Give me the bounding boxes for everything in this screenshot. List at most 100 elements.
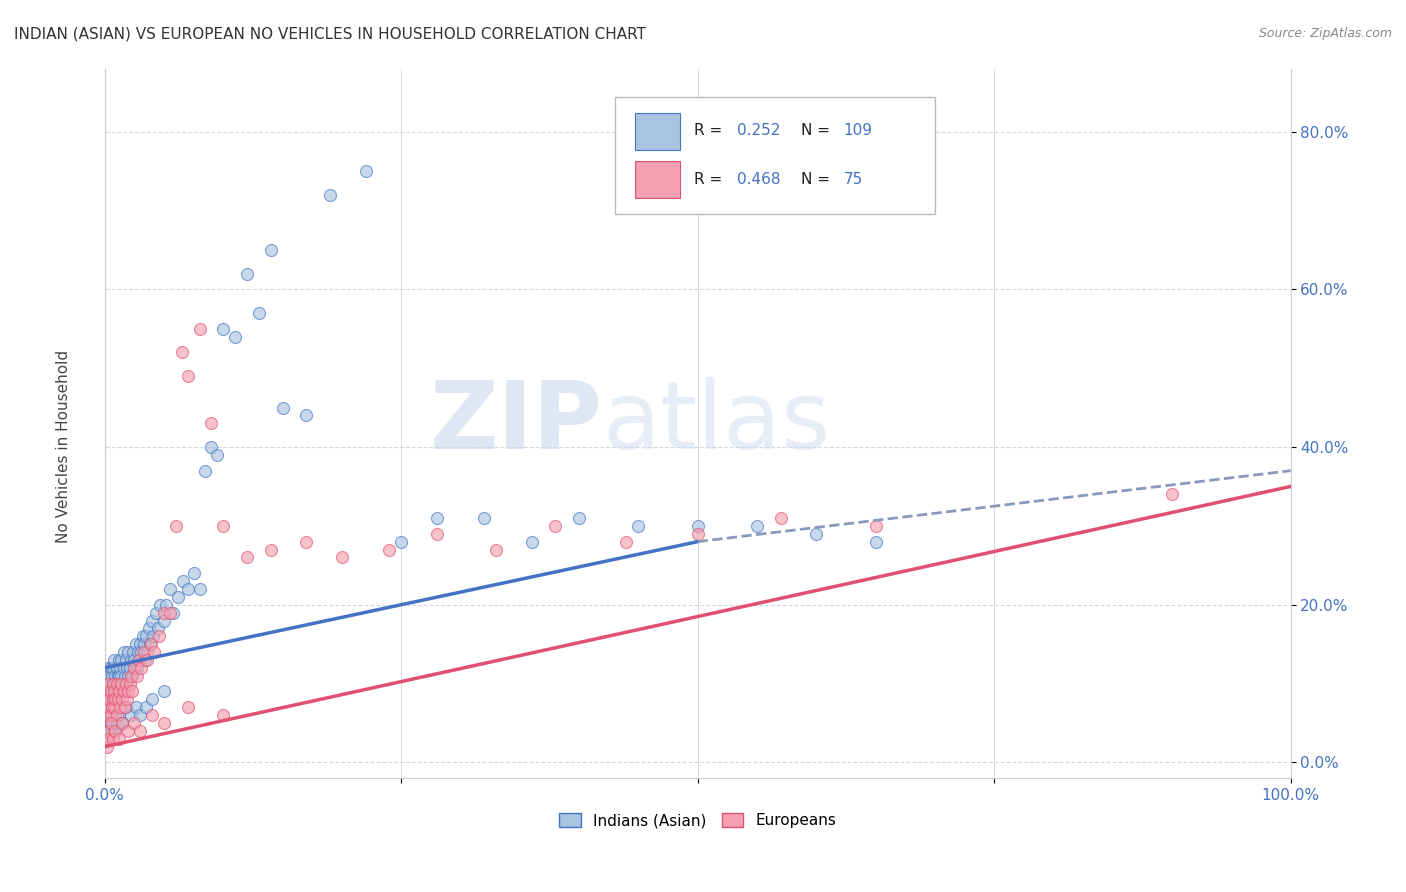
Bar xyxy=(634,161,681,198)
Point xyxy=(104,676,127,690)
Point xyxy=(124,700,146,714)
Point xyxy=(104,723,127,738)
Point xyxy=(131,629,153,643)
Point xyxy=(96,684,118,698)
Point xyxy=(94,676,117,690)
Point xyxy=(110,653,132,667)
Point xyxy=(138,621,160,635)
Point xyxy=(865,519,887,533)
Point xyxy=(616,534,638,549)
Point xyxy=(120,669,142,683)
Point xyxy=(146,621,169,635)
Point xyxy=(141,614,163,628)
Point xyxy=(141,692,163,706)
Point xyxy=(110,676,132,690)
Point xyxy=(101,731,124,746)
Point xyxy=(117,723,139,738)
Text: N =: N = xyxy=(801,172,835,186)
Point xyxy=(97,676,120,690)
Point xyxy=(212,708,235,723)
Point xyxy=(98,676,121,690)
Point xyxy=(153,716,176,731)
Legend: Indians (Asian), Europeans: Indians (Asian), Europeans xyxy=(553,807,842,834)
Point xyxy=(132,645,155,659)
Point xyxy=(188,582,211,596)
Point xyxy=(145,606,167,620)
Point xyxy=(115,661,138,675)
Point xyxy=(330,550,353,565)
Text: 0.252: 0.252 xyxy=(737,123,780,138)
Point xyxy=(97,661,120,675)
Point xyxy=(121,669,143,683)
Point xyxy=(131,661,153,675)
Text: 109: 109 xyxy=(844,123,873,138)
Point xyxy=(176,369,198,384)
Text: 75: 75 xyxy=(844,172,863,186)
Point xyxy=(176,700,198,714)
Point xyxy=(472,511,495,525)
Point xyxy=(101,700,124,714)
Point xyxy=(100,708,122,723)
Point xyxy=(96,708,118,723)
Point xyxy=(136,645,159,659)
Point xyxy=(100,684,122,698)
Point xyxy=(236,267,259,281)
Point xyxy=(167,590,190,604)
Point xyxy=(124,661,146,675)
Point xyxy=(125,661,148,675)
Point xyxy=(100,716,122,731)
Point xyxy=(139,637,162,651)
Point xyxy=(100,684,122,698)
Point xyxy=(105,684,128,698)
Point xyxy=(176,582,198,596)
Point xyxy=(378,542,401,557)
Point xyxy=(295,409,318,423)
Point xyxy=(769,511,792,525)
Point xyxy=(141,708,163,723)
Point xyxy=(103,684,125,698)
Point xyxy=(94,731,117,746)
Point xyxy=(105,716,128,731)
Point xyxy=(107,692,129,706)
Point xyxy=(97,692,120,706)
Point xyxy=(260,542,283,557)
Point xyxy=(100,716,122,731)
Point xyxy=(96,669,118,683)
Point xyxy=(105,708,128,723)
Point xyxy=(212,519,235,533)
Point xyxy=(159,606,181,620)
Point xyxy=(115,676,138,690)
Point xyxy=(120,708,142,723)
Point xyxy=(260,243,283,257)
Point xyxy=(212,322,235,336)
Point xyxy=(1161,487,1184,501)
Point xyxy=(104,708,127,723)
Point xyxy=(170,345,193,359)
Point xyxy=(544,519,567,533)
Point xyxy=(115,653,138,667)
Point xyxy=(136,653,159,667)
Point xyxy=(101,723,124,738)
Point xyxy=(98,669,121,683)
Point xyxy=(135,629,157,643)
Point xyxy=(389,534,412,549)
Point xyxy=(115,676,138,690)
Point xyxy=(101,661,124,675)
Text: N =: N = xyxy=(801,123,835,138)
Point xyxy=(94,716,117,731)
Point xyxy=(104,669,127,683)
Point xyxy=(426,511,449,525)
Point xyxy=(124,637,146,651)
Point xyxy=(98,723,121,738)
Point xyxy=(97,700,120,714)
Point xyxy=(135,700,157,714)
Point xyxy=(745,519,768,533)
Point xyxy=(224,329,246,343)
Point xyxy=(97,708,120,723)
Text: No Vehicles in Household: No Vehicles in Household xyxy=(56,350,70,542)
Text: ZIP: ZIP xyxy=(430,377,603,469)
Point xyxy=(129,637,152,651)
Point xyxy=(162,606,184,620)
Point xyxy=(94,692,117,706)
Point xyxy=(111,692,134,706)
